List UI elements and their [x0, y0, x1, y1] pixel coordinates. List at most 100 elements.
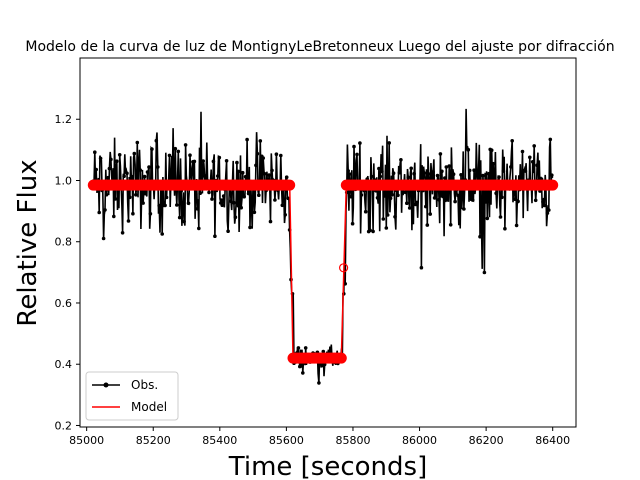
obs-point [270, 168, 274, 173]
obs-point [286, 196, 290, 201]
obs-point [154, 138, 159, 143]
obs-point [177, 215, 182, 220]
obs-point [460, 194, 465, 199]
obs-point [368, 228, 372, 233]
obs-line [92, 108, 554, 383]
obs-point [388, 196, 393, 201]
chart-title: Modelo de la curva de luz de MontignyLeB… [25, 39, 614, 55]
obs-point [387, 141, 392, 145]
obs-point [248, 225, 252, 230]
obs-point [97, 210, 101, 215]
obs-point [195, 207, 200, 211]
obs-point [226, 229, 230, 233]
obs-point [201, 159, 205, 163]
obs-point [467, 168, 472, 173]
obs-point [145, 170, 150, 174]
obs-point [501, 169, 506, 173]
obs-point [509, 165, 513, 169]
obs-point [138, 168, 142, 172]
obs-point [131, 211, 135, 216]
obs-point [157, 203, 161, 208]
obs-point [122, 174, 126, 178]
obs-point [188, 153, 192, 157]
obs-point [523, 169, 528, 173]
obs-point [150, 147, 154, 151]
obs-point [213, 234, 217, 238]
obs-point [378, 174, 383, 179]
obs-point [98, 156, 103, 161]
obs-point [167, 153, 172, 158]
obs-point [343, 282, 348, 286]
obs-point [358, 141, 362, 145]
obs-point [355, 152, 359, 157]
obs-point [494, 191, 498, 196]
obs-point [532, 144, 536, 148]
obs-point [438, 152, 443, 156]
obs-point [424, 204, 428, 209]
obs-point [359, 193, 364, 197]
obs-point [369, 174, 374, 179]
obs-point [545, 211, 550, 215]
obs-series [91, 108, 554, 385]
obs-point [481, 173, 485, 178]
obs-point [136, 163, 141, 167]
y-axis: 0.2 0.4 0.6 0.8 1.0 1.2 [55, 113, 80, 432]
obs-point [252, 210, 257, 215]
obs-point [422, 171, 427, 175]
obs-point [183, 143, 188, 147]
obs-point [399, 158, 403, 162]
obs-point [431, 170, 435, 174]
x-tick-label: 85400 [202, 434, 237, 447]
obs-point [371, 229, 375, 234]
obs-point [280, 203, 285, 208]
y-tick-label: 1.2 [55, 113, 73, 126]
obs-point [303, 346, 308, 350]
model-point [284, 179, 296, 191]
obs-point [391, 171, 396, 175]
obs-point [510, 139, 514, 143]
obs-point [156, 165, 160, 169]
obs-point [393, 215, 397, 219]
x-tick-label: 86200 [469, 434, 504, 447]
obs-point [346, 169, 351, 173]
obs-point [448, 223, 453, 227]
obs-point [125, 171, 129, 176]
obs-point [180, 206, 185, 211]
obs-point [547, 208, 551, 212]
obs-point [135, 140, 140, 145]
obs-point [160, 232, 164, 236]
obs-point [176, 149, 181, 154]
obs-point [482, 270, 487, 275]
obs-point [380, 169, 384, 174]
obs-point [321, 349, 326, 354]
obs-point [550, 173, 554, 177]
obs-point [217, 155, 222, 160]
obs-point [444, 165, 449, 169]
obs-point [301, 371, 305, 375]
obs-point [425, 223, 430, 227]
obs-point [296, 346, 301, 350]
obs-point [243, 174, 248, 179]
obs-point [175, 203, 179, 207]
obs-point [202, 174, 207, 178]
obs-point [447, 164, 452, 168]
x-tick-label: 86400 [535, 434, 570, 447]
obs-point [435, 173, 440, 178]
obs-point [192, 159, 197, 164]
obs-point [229, 199, 233, 203]
legend-model-label: Model [131, 400, 167, 414]
obs-point [262, 172, 267, 176]
obs-point [220, 203, 224, 207]
obs-point [236, 169, 241, 174]
model-series [87, 179, 559, 364]
y-tick-label: 0.4 [55, 358, 73, 371]
obs-point [284, 175, 289, 179]
obs-point [117, 153, 122, 157]
obs-point [498, 215, 503, 219]
x-axis: 85000 85200 85400 85600 85800 86000 86200 86400 [69, 427, 570, 447]
obs-point [487, 171, 491, 176]
x-tick-label: 85800 [335, 434, 370, 447]
obs-point [113, 197, 118, 201]
obs-point [115, 159, 119, 163]
obs-point [274, 152, 279, 156]
